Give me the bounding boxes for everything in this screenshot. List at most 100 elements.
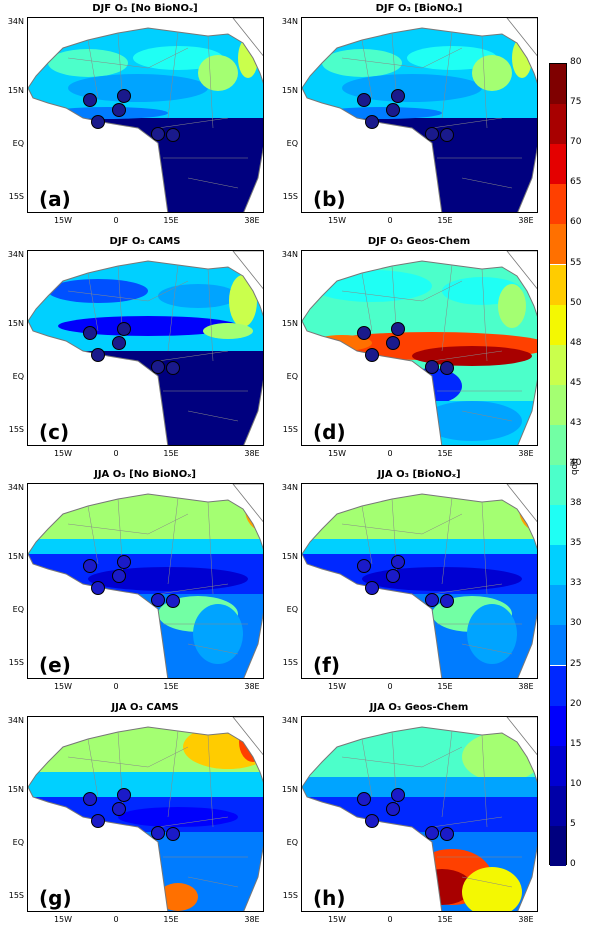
ozone-map xyxy=(27,17,264,213)
lat-tick-label: 15N xyxy=(281,319,298,328)
station-marker-1 xyxy=(357,93,371,107)
lon-tick-label: 15E xyxy=(163,915,179,924)
colorbar-tick-label: 48 xyxy=(570,337,582,348)
station-marker-1 xyxy=(83,792,97,806)
station-marker-3 xyxy=(386,103,400,117)
colorbar-segment xyxy=(550,344,566,385)
station-marker-2 xyxy=(391,89,405,103)
lat-tick-label: 15N xyxy=(281,552,298,561)
lon-tick-label: 38E xyxy=(244,682,260,691)
panel-title: JJA O₃ [BioNOₓ] xyxy=(377,469,461,480)
lat-tick-label: 15N xyxy=(281,86,298,95)
colorbar-segment xyxy=(550,264,566,305)
panel-letter: (f) xyxy=(313,653,340,677)
colorbar xyxy=(549,63,567,866)
station-marker-3 xyxy=(112,103,126,117)
lon-tick-label: 15W xyxy=(53,216,73,225)
ozone-field xyxy=(302,18,537,212)
colorbar-tick-label: 20 xyxy=(570,698,582,709)
station-marker-6 xyxy=(440,361,454,375)
colorbar-tick-label: 65 xyxy=(570,177,582,188)
lat-tick-label: 34N xyxy=(7,483,24,492)
lon-tick-label: 0 xyxy=(113,682,119,691)
colorbar-segment xyxy=(550,585,566,626)
colorbar-tick-label: 80 xyxy=(570,57,582,67)
station-marker-2 xyxy=(391,788,405,802)
ozone-map xyxy=(301,250,538,446)
ozone-field xyxy=(302,717,537,911)
station-marker-4 xyxy=(91,581,105,595)
colorbar-tick-label: 33 xyxy=(570,578,582,589)
station-marker-4 xyxy=(365,814,379,828)
station-marker-4 xyxy=(365,115,379,129)
lat-tick-label: 34N xyxy=(281,483,298,492)
panel-title: DJF O₃ CAMS xyxy=(109,236,181,247)
lon-tick-label: 38E xyxy=(244,449,260,458)
colorbar-tick-label: 0 xyxy=(570,859,576,869)
colorbar-tick-label: 75 xyxy=(570,97,582,108)
panel-letter: (c) xyxy=(39,420,70,444)
lat-tick-label: EQ xyxy=(12,838,24,847)
lat-tick-label: 15N xyxy=(7,86,24,95)
colorbar-tick-label: 38 xyxy=(570,498,582,509)
colorbar-segment xyxy=(550,785,566,826)
lon-tick-label: 15E xyxy=(163,449,179,458)
station-marker-5 xyxy=(151,826,165,840)
lat-tick-label: EQ xyxy=(12,139,24,148)
lon-tick-label: 15W xyxy=(53,915,73,924)
station-marker-5 xyxy=(425,826,439,840)
panel-letter: (a) xyxy=(39,187,71,211)
colorbar-tick-label: 60 xyxy=(570,217,582,228)
station-marker-6 xyxy=(440,128,454,142)
colorbar-tick-label: 40 xyxy=(570,458,582,468)
lat-tick-label: 15S xyxy=(8,425,24,434)
lat-tick-label: 15N xyxy=(281,785,298,794)
panel-letter: (b) xyxy=(313,187,346,211)
lon-tick-label: 15E xyxy=(437,915,453,924)
lat-tick-label: EQ xyxy=(286,139,298,148)
colorbar-segment xyxy=(550,825,566,866)
station-marker-2 xyxy=(117,788,131,802)
station-marker-1 xyxy=(83,326,97,340)
station-marker-1 xyxy=(357,559,371,573)
lat-tick-label: 34N xyxy=(7,716,24,725)
station-marker-5 xyxy=(425,360,439,374)
lat-tick-label: EQ xyxy=(12,605,24,614)
lon-tick-label: 15E xyxy=(437,216,453,225)
colorbar-segment xyxy=(550,705,566,746)
lon-tick-label: 38E xyxy=(518,216,534,225)
colorbar-segment xyxy=(550,505,566,546)
station-marker-6 xyxy=(166,361,180,375)
panel-title: DJF O₃ Geos-Chem xyxy=(367,236,471,247)
station-marker-3 xyxy=(386,802,400,816)
panel-title: JJA O₃ [No BioNOₓ] xyxy=(94,469,196,480)
lon-tick-label: 38E xyxy=(518,682,534,691)
ozone-map xyxy=(301,483,538,679)
lon-tick-label: 15W xyxy=(53,449,73,458)
panel-title: DJF O₃ [BioNOₓ] xyxy=(375,3,463,14)
station-marker-4 xyxy=(91,115,105,129)
station-marker-2 xyxy=(117,89,131,103)
panel-letter: (e) xyxy=(39,653,71,677)
station-marker-5 xyxy=(151,127,165,141)
lon-tick-label: 38E xyxy=(518,449,534,458)
lat-tick-label: 34N xyxy=(7,17,24,26)
station-marker-2 xyxy=(117,555,131,569)
colorbar-segment xyxy=(550,545,566,586)
panel-title: JJA O₃ Geos-Chem xyxy=(369,702,469,713)
ozone-map xyxy=(301,17,538,213)
panel-letter: (g) xyxy=(39,886,72,910)
lon-tick-label: 0 xyxy=(387,216,393,225)
colorbar-tick-label: 50 xyxy=(570,297,582,308)
station-marker-3 xyxy=(112,802,126,816)
lat-tick-label: 15S xyxy=(8,192,24,201)
lat-tick-label: 15N xyxy=(7,319,24,328)
colorbar-tick-label: 5 xyxy=(570,818,576,829)
colorbar-tick-label: 55 xyxy=(570,257,582,268)
ozone-map xyxy=(27,716,264,912)
station-marker-5 xyxy=(425,127,439,141)
lon-tick-label: 15E xyxy=(163,682,179,691)
lon-tick-label: 15W xyxy=(53,682,73,691)
station-marker-5 xyxy=(151,593,165,607)
lat-tick-label: 34N xyxy=(281,250,298,259)
